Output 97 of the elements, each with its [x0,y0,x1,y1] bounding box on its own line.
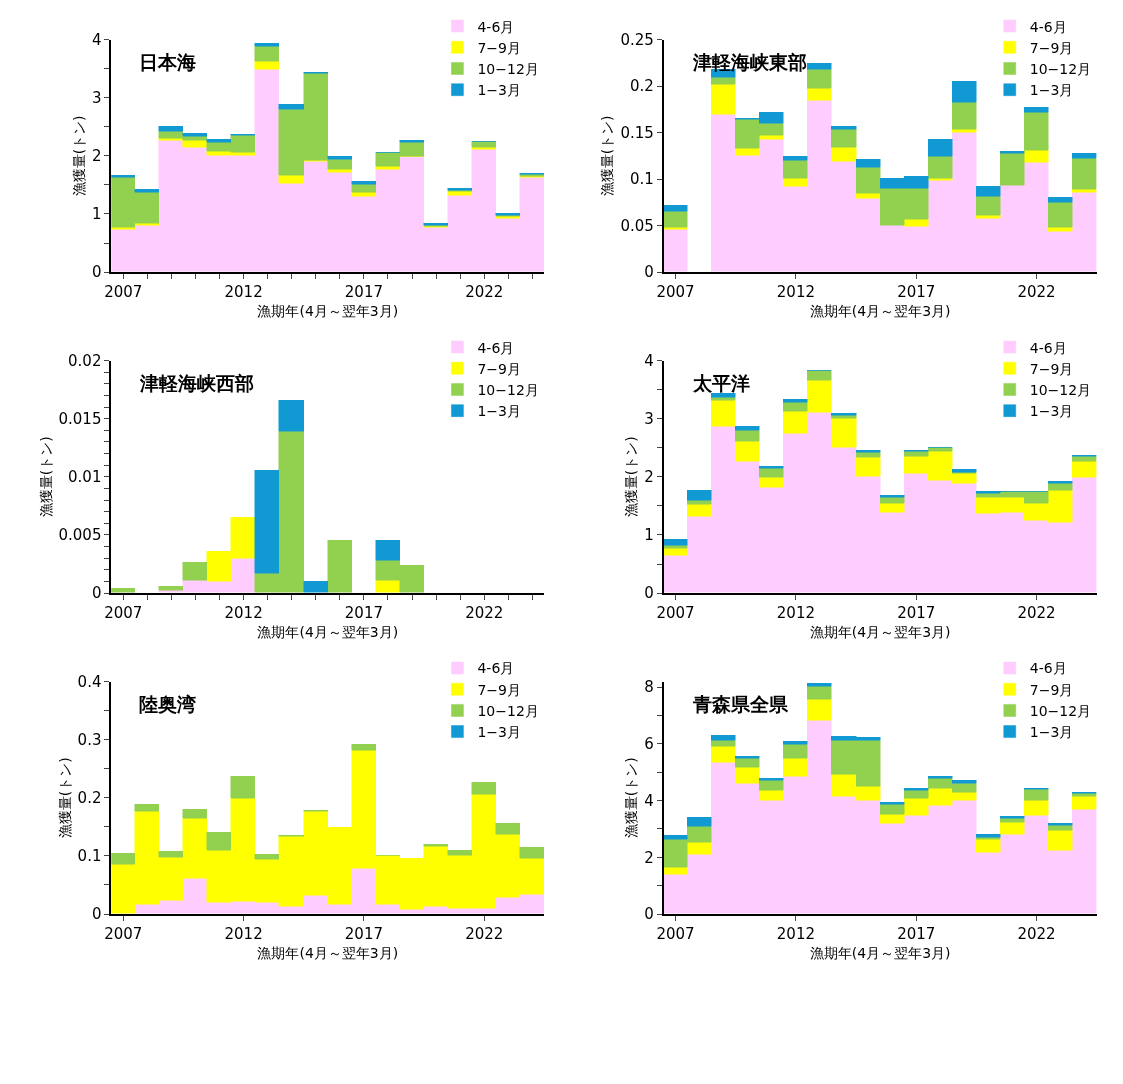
y-axis-title: 漁獲量(トン) [37,436,54,518]
x-tick-label: 2017 [344,924,384,943]
x-tick-label: 2007 [656,603,695,622]
x-tick-label: 2007 [104,603,143,622]
x-tick-label: 2022 [1017,924,1056,943]
x-axis-title: 漁期年(4月～翌年3月) [257,623,399,640]
text: 太平洋 [692,372,750,394]
x-axis-title: 漁期年(4月～翌年3月) [809,623,951,640]
text: 青森県全県 [692,693,789,715]
x-tick-label: 2012 [224,924,263,943]
x-tick-label: 2012 [224,603,263,622]
legend-label: 4-6月 [1029,660,1067,677]
x-tick-label: 2022 [465,924,504,943]
x-axis-title: 漁期年(4月～翌年3月) [257,302,399,319]
legend-label: 4-6月 [477,18,515,35]
y-tick-label: 8 [644,678,654,697]
x-tick-label: 2012 [776,282,816,301]
legend-label: 10−12月 [1029,702,1092,719]
legend-label: 10−12月 [1029,381,1092,398]
legend-label: 1−3月 [477,82,521,99]
x-axis-title: 漁期年(4月～翌年3月) [809,944,951,961]
legend-label: 10−12月 [477,381,539,398]
y-tick-label: 0 [91,905,102,924]
legend-label: 10−12月 [1029,60,1092,77]
y-tick-label: 1 [644,526,654,545]
y-axis-title: 漁獲量(トン) [623,757,640,839]
y-tick-label: 0 [91,263,102,282]
y-axis-title: 漁獲量(トン) [56,757,73,839]
y-tick-label: 4 [91,30,102,49]
x-tick-label: 2007 [656,924,695,943]
legend-label: 1−3月 [1029,82,1074,99]
legend-label: 7−9月 [477,681,521,698]
x-tick-label: 2012 [224,282,263,301]
y-tick-label: 3 [91,88,102,107]
legend-label: 7−9月 [1029,360,1074,377]
x-tick-label: 2022 [465,603,504,622]
text: 陸奥湾 [139,693,196,715]
y-tick-label: 2 [91,147,102,166]
y-tick-label: 0 [91,584,102,603]
x-axis-title: 漁期年(4月～翌年3月) [809,302,951,319]
y-tick-label: 2 [644,468,654,487]
y-tick-label: 4 [644,351,654,370]
y-tick-label: 0.2 [629,77,654,96]
legend-label: 7−9月 [477,39,521,56]
x-tick-label: 2012 [776,603,816,622]
x-tick-label: 2017 [897,924,936,943]
x-tick-label: 2022 [1017,603,1056,622]
y-tick-label: 0 [644,584,654,603]
legend-label: 7−9月 [477,360,521,377]
y-tick-label: 0.01 [68,468,102,487]
legend-label: 1−3月 [477,724,521,741]
y-tick-label: 0 [644,263,654,282]
y-tick-label: 0.1 [77,847,102,866]
legend-label: 4-6月 [477,339,515,356]
legend-label: 1−3月 [1029,724,1074,741]
y-tick-label: 0.05 [620,216,654,235]
y-tick-label: 2 [644,848,654,867]
x-tick-label: 2007 [656,282,695,301]
x-tick-label: 2007 [104,282,143,301]
y-tick-label: 3 [644,409,654,428]
x-tick-label: 2017 [344,282,384,301]
y-tick-label: 0.3 [77,730,102,749]
x-axis-title: 漁期年(4月～翌年3月) [257,944,399,961]
x-tick-label: 2017 [897,282,936,301]
x-tick-label: 2017 [344,603,384,622]
y-axis-title: 漁獲量(トン) [71,115,88,197]
legend-label: 10−12月 [477,60,539,77]
x-tick-label: 2022 [465,282,504,301]
y-axis-title: 漁獲量(トン) [623,436,640,518]
x-tick-label: 2007 [104,924,143,943]
y-tick-label: 0.25 [620,30,654,49]
y-tick-label: 0.1 [629,170,654,189]
text: 日本海 [139,51,196,73]
legend-label: 4-6月 [1029,18,1067,35]
legend-label: 4-6月 [1029,339,1067,356]
y-tick-label: 6 [644,735,654,754]
text: 津軽海峡東部 [692,51,807,73]
y-tick-label: 0.15 [620,123,654,142]
y-axis-title: 漁獲量(トン) [599,115,616,197]
y-tick-label: 0 [644,905,654,924]
legend-label: 7−9月 [1029,681,1074,698]
y-tick-label: 0.02 [68,351,102,370]
y-tick-label: 0.2 [77,789,102,808]
legend-label: 1−3月 [1029,403,1074,420]
legend-label: 7−9月 [1029,39,1074,56]
legend-label: 1−3月 [477,403,521,420]
y-tick-label: 0.015 [58,409,102,428]
legend-label: 10−12月 [477,702,539,719]
x-tick-label: 2012 [776,924,816,943]
y-tick-label: 0.005 [58,526,102,545]
text: 津軽海峡西部 [139,372,254,394]
x-tick-label: 2022 [1017,282,1056,301]
x-tick-label: 2017 [897,603,936,622]
y-tick-label: 1 [91,205,102,224]
y-tick-label: 0.4 [77,672,102,691]
y-tick-label: 4 [644,791,654,810]
legend-label: 4-6月 [477,660,515,677]
